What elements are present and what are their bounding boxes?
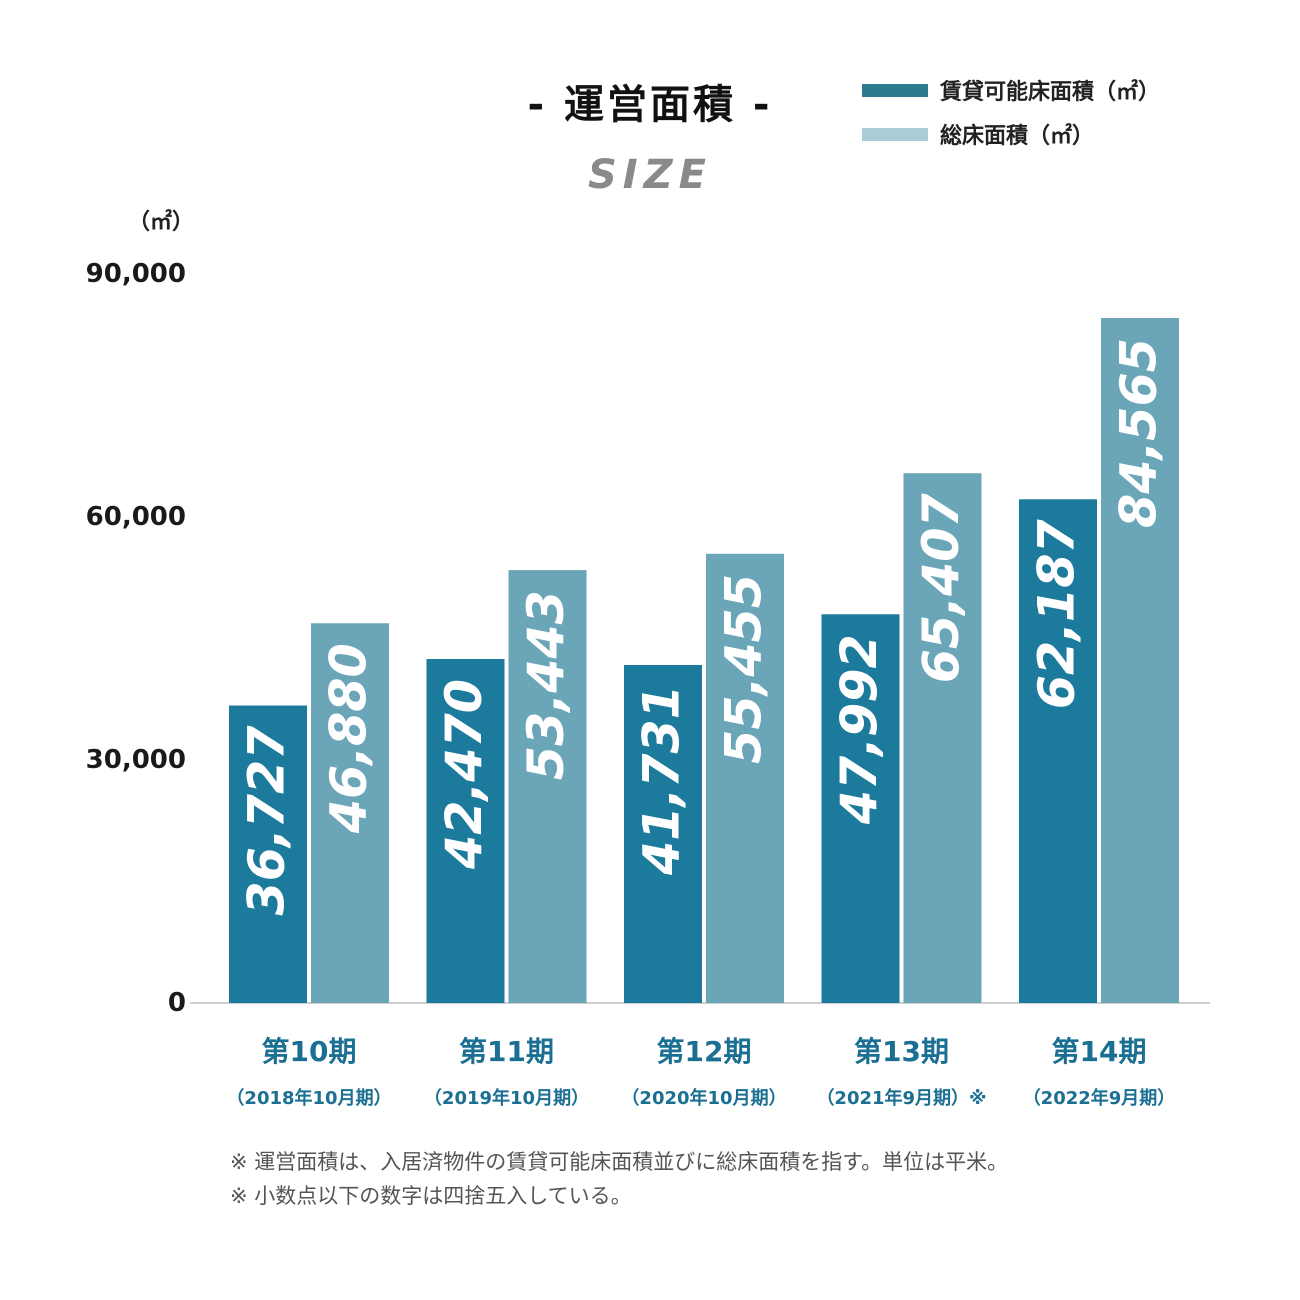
legend: 賃貸可能床面積（㎡） 総床面積（㎡） — [862, 68, 1160, 156]
bar — [903, 473, 982, 1003]
x-category-label: 第10期 — [261, 1035, 357, 1068]
legend-label-total: 総床面積（㎡） — [940, 124, 1095, 149]
footnote-2: ※ 小数点以下の数字は四捨五入している。 — [230, 1184, 632, 1208]
x-category-sublabel: （2022年9月期） — [1022, 1088, 1176, 1109]
x-category-label: 第11期 — [459, 1035, 554, 1068]
legend-item-rentable: 賃貸可能床面積（㎡） — [862, 68, 1160, 112]
y-tick-label: 90,000 — [85, 259, 186, 289]
bar-value-label: 41,731 — [633, 685, 691, 876]
y-tick-label: 0 — [167, 988, 186, 1018]
bar — [1101, 318, 1179, 1003]
y-axis-unit: （㎡） — [128, 210, 195, 235]
bar-value-label: 65,407 — [912, 492, 970, 683]
legend-label-rentable: 賃貸可能床面積（㎡） — [940, 80, 1161, 105]
bar-value-label: 55,455 — [715, 574, 773, 764]
bar — [1019, 499, 1097, 1003]
legend-item-total: 総床面積（㎡） — [862, 112, 1160, 156]
x-category: 第11期 （2019年10月期） — [407, 1030, 607, 1110]
chart-subtitle: SIZE — [587, 152, 713, 198]
x-category: 第10期 （2018年10月期） — [209, 1030, 409, 1110]
bar — [229, 705, 307, 1003]
bar-value-label: 62,187 — [1028, 519, 1086, 710]
legend-swatch-total — [862, 127, 928, 141]
bar — [426, 658, 505, 1003]
bar — [821, 614, 900, 1003]
x-category: 第13期 （2021年9月期）※ — [802, 1030, 1002, 1110]
bar-value-label: 46,880 — [320, 643, 378, 834]
x-category-sublabel: （2019年10月期） — [423, 1088, 590, 1109]
bar-value-label: 42,470 — [435, 679, 493, 870]
bar-value-label: 36,727 — [238, 725, 296, 916]
legend-swatch-rentable — [862, 83, 928, 97]
x-category-sublabel: （2021年9月期）※ — [816, 1088, 987, 1109]
x-category-label: 第12期 — [656, 1035, 752, 1068]
bar-value-label: 47,992 — [830, 634, 888, 825]
x-category: 第14期 （2022年9月期） — [999, 1030, 1199, 1110]
x-category-sublabel: （2020年10月期） — [621, 1088, 787, 1109]
bar-value-label: 53,443 — [517, 590, 575, 780]
bar — [311, 623, 389, 1003]
bar-value-label: 84,565 — [1110, 338, 1168, 528]
bar — [508, 570, 587, 1003]
bar — [706, 553, 784, 1003]
x-category-sublabel: （2018年10月期） — [226, 1088, 392, 1109]
chart-title: - 運営面積 - — [527, 82, 773, 128]
footnote-1: ※ 運営面積は、入居済物件の賃貸可能床面積並びに総床面積を指す。単位は平米。 — [230, 1150, 1009, 1174]
x-category-label: 第14期 — [1051, 1035, 1147, 1068]
bar — [624, 664, 702, 1003]
x-category: 第12期 （2020年10月期） — [604, 1030, 804, 1110]
y-tick-label: 30,000 — [85, 745, 186, 775]
x-category-label: 第13期 — [854, 1035, 949, 1068]
y-tick-label: 60,000 — [85, 502, 186, 532]
